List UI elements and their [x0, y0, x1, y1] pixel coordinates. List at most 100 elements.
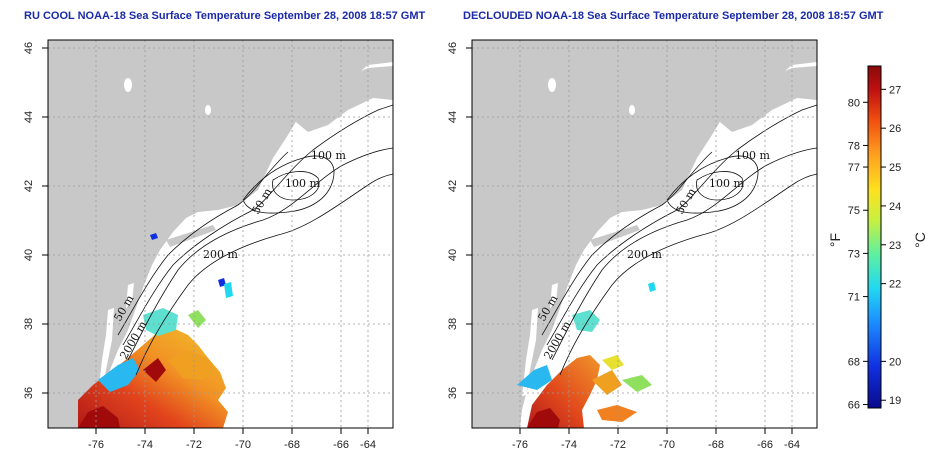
- left-panel-title: RU COOL NOAA-18 Sea Surface Temperature …: [24, 10, 426, 22]
- x-axis-ticks: [519, 428, 793, 434]
- sst-darkred-core: [78, 406, 120, 428]
- y-tick-label: 42: [23, 180, 35, 192]
- bay-chesapeake: [98, 308, 114, 396]
- sst-cool-region: [517, 365, 552, 390]
- bay-chesapeake: [522, 308, 538, 396]
- map-frame: [47, 39, 394, 429]
- sst-blue-spot: [218, 278, 226, 287]
- sst-cyan-region: [572, 310, 600, 332]
- sst-green-region: [622, 375, 652, 392]
- y-axis-ticks: [42, 47, 48, 394]
- contour-gom: [242, 155, 335, 214]
- celsius-tick-label: 27: [889, 84, 901, 96]
- celsius-tick-label: 23: [889, 240, 901, 252]
- land-mass-maritimes: [720, 66, 817, 132]
- y-tick-label: 44: [447, 111, 459, 123]
- x-tick-label: -74: [561, 439, 577, 451]
- x-tick-label: -70: [659, 439, 675, 451]
- colorbar-scale: [867, 65, 882, 409]
- y-axis-ticks: [466, 47, 472, 394]
- contour-gom-inner: [272, 171, 320, 201]
- x-tick-label: -74: [137, 439, 153, 451]
- x-tick-label: -76: [512, 439, 528, 451]
- bathymetry-contours: [541, 104, 818, 376]
- contour-label: 100 m: [735, 149, 770, 162]
- sst-cool-region: [98, 358, 140, 392]
- sst-orange-region: [592, 370, 622, 395]
- right-map-panel: 100 m 100 m 50 m 200 m 50 m 2000 m -76 -…: [447, 39, 818, 451]
- map-frame: [471, 39, 818, 429]
- y-tick-label: 46: [447, 42, 459, 54]
- lake: [124, 78, 132, 92]
- x-tick-label: -76: [88, 439, 104, 451]
- fahrenheit-tick-label: 75: [848, 205, 860, 217]
- x-tick-label: -70: [235, 439, 251, 451]
- sst-yellow-region: [602, 355, 624, 370]
- sst-cyan-region: [143, 308, 178, 336]
- land-mass-maritimes: [296, 66, 393, 132]
- x-tick-label: -72: [186, 439, 202, 451]
- fahrenheit-unit-label: °F: [827, 233, 843, 247]
- fahrenheit-tick-label: 77: [848, 162, 860, 174]
- y-tick-label: 44: [23, 111, 35, 123]
- sst-cyan-spot: [224, 282, 233, 298]
- sst-green-region: [188, 310, 206, 328]
- y-tick-label: 38: [23, 318, 35, 330]
- x-tick-label: -68: [284, 439, 300, 451]
- contour-label: 100 m: [285, 177, 320, 190]
- x-tick-label: -68: [708, 439, 724, 451]
- land-mass: [472, 40, 817, 428]
- celsius-tick-label: 25: [889, 162, 901, 174]
- contour-label: 100 m: [709, 177, 744, 190]
- contour-50m: [117, 151, 289, 336]
- x-tick-label: -64: [784, 439, 800, 451]
- right-panel-title: DECLOUDED NOAA-18 Sea Surface Temperatur…: [463, 10, 884, 22]
- left-map-panel: 100 m 100 m 50 m 200 m 50 m 2000 m -76 -…: [23, 39, 394, 451]
- y-tick-label: 40: [447, 249, 459, 261]
- celsius-tick-label: 24: [889, 201, 901, 213]
- fahrenheit-tick-label: 68: [848, 356, 860, 368]
- bay-delaware: [550, 283, 558, 308]
- x-tick-label: -66: [757, 439, 773, 451]
- sst-orange-patch: [597, 405, 637, 422]
- bay-delaware: [126, 283, 134, 308]
- land-long-island: [590, 225, 640, 247]
- y-tick-label: 40: [23, 249, 35, 261]
- celsius-tick-label: 26: [889, 123, 901, 135]
- y-tick-label: 46: [23, 42, 35, 54]
- celsius-tick-label: 20: [889, 356, 901, 368]
- y-tick-label: 36: [447, 387, 459, 399]
- contour-label: 200 m: [203, 248, 238, 261]
- fahrenheit-tick-label: 80: [848, 97, 860, 109]
- colorbar: 27 26 25 24 23 22 20 19 80 78 77 75 73 71 68 66 °F °C: [827, 65, 928, 412]
- x-tick-label: -64: [360, 439, 376, 451]
- celsius-tick-label: 22: [889, 279, 901, 291]
- lake: [548, 78, 556, 92]
- x-tick-label: -66: [333, 439, 349, 451]
- y-tick-label: 38: [447, 318, 459, 330]
- celsius-unit-label: °C: [912, 232, 928, 248]
- land-mass: [48, 40, 393, 428]
- x-tick-label: -72: [610, 439, 626, 451]
- y-tick-label: 42: [447, 180, 459, 192]
- sst-cyan-spot: [648, 282, 656, 292]
- x-axis-ticks: [95, 428, 369, 434]
- fahrenheit-tick-label: 71: [848, 292, 860, 304]
- contour-2000m: [135, 173, 394, 376]
- y-tick-label: 36: [23, 387, 35, 399]
- lake: [205, 105, 211, 115]
- celsius-tick-label: 19: [889, 395, 901, 407]
- fahrenheit-tick-label: 73: [848, 248, 860, 260]
- fahrenheit-tick-label: 66: [848, 400, 860, 412]
- land-long-island: [166, 225, 216, 247]
- bathymetry-contours: [117, 104, 394, 376]
- contour-label: 100 m: [311, 149, 346, 162]
- fahrenheit-tick-label: 78: [848, 140, 860, 152]
- sst-orange-region: [168, 350, 216, 380]
- sst-darkred-core: [143, 358, 166, 382]
- sst-blue-spot: [150, 233, 158, 240]
- lake: [629, 105, 635, 115]
- sst-darkred-core: [527, 408, 560, 428]
- contour-label: 200 m: [627, 248, 662, 261]
